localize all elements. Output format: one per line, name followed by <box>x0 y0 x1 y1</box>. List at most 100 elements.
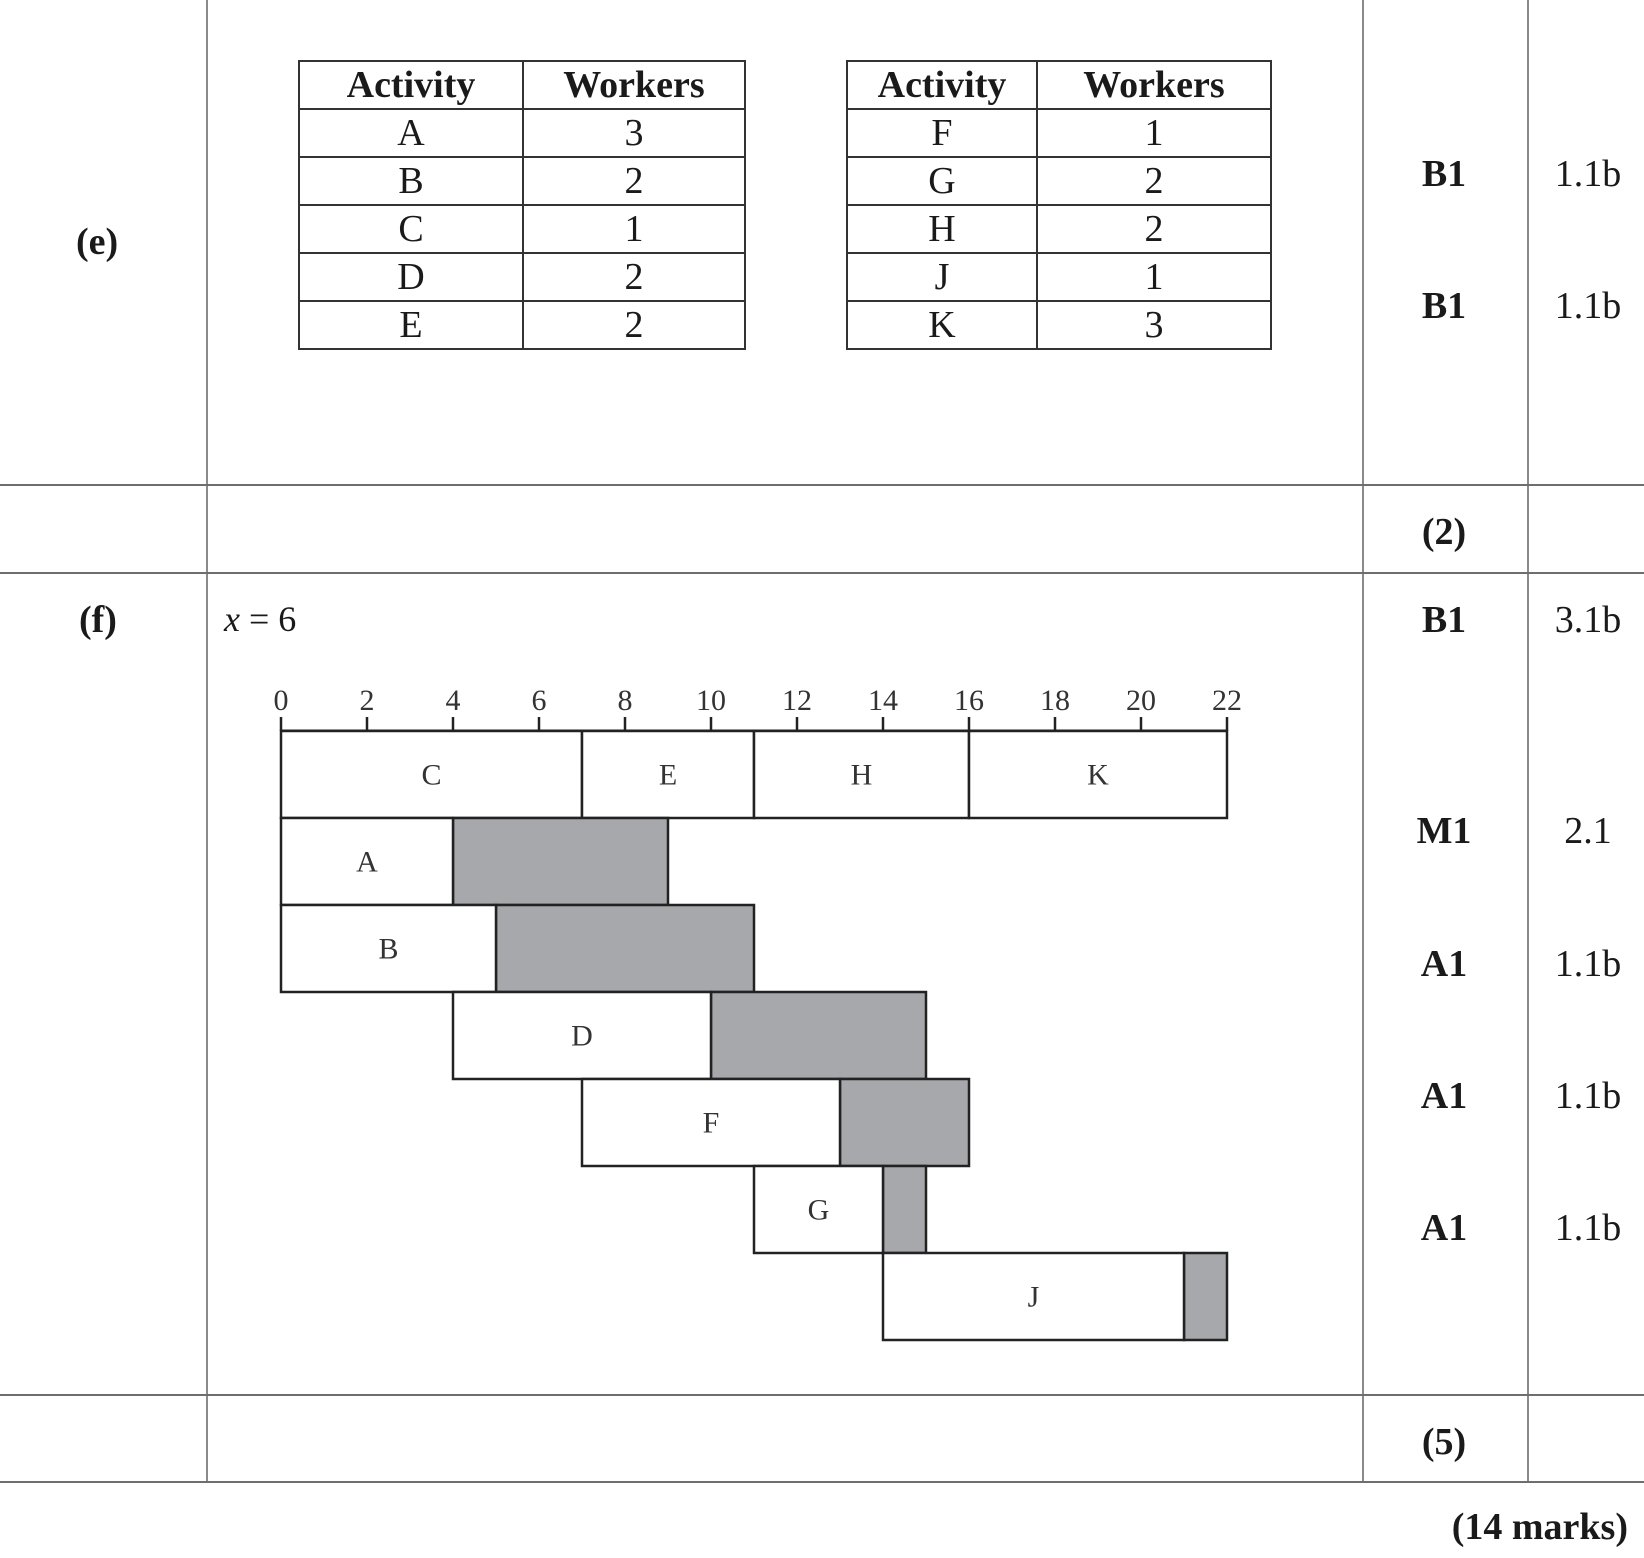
assessment-objective: 2.1 <box>1564 810 1612 852</box>
table-cell: 1 <box>1036 252 1272 302</box>
part-e-subtotal: (2) <box>1421 511 1467 553</box>
row-divider-3 <box>0 1394 1644 1396</box>
float-bar <box>709 990 928 1081</box>
activity-label: K <box>1087 759 1109 792</box>
table-header: Activity <box>298 60 524 110</box>
table-cell: B <box>298 156 524 206</box>
mark-code: M1 <box>1416 810 1472 852</box>
activity-bar <box>451 990 713 1081</box>
float-bar <box>494 903 756 994</box>
table-cell: 3 <box>522 108 746 158</box>
table-cell: H <box>846 204 1038 254</box>
activity-bar <box>279 903 498 994</box>
float-bar <box>838 1077 971 1168</box>
axis-tick-label: 0 <box>274 684 289 717</box>
table-cell: E <box>298 300 524 350</box>
table-cell: 1 <box>1036 108 1272 158</box>
mark-code: A1 <box>1420 1075 1468 1117</box>
activity-bar <box>881 1251 1186 1342</box>
activity-label: B <box>378 933 398 966</box>
total-marks: (14 marks) <box>1451 1506 1628 1548</box>
float-bar <box>881 1164 928 1255</box>
mark-code: B1 <box>1421 599 1467 641</box>
axis-tick-label: 14 <box>868 684 898 717</box>
mark-code: A1 <box>1420 1207 1468 1249</box>
activity-label: A <box>356 846 378 879</box>
row-divider-1 <box>0 484 1644 486</box>
activity-bar <box>752 1164 885 1255</box>
activity-label: D <box>571 1020 593 1053</box>
table-cell: 2 <box>1036 156 1272 206</box>
activity-label: E <box>659 759 677 792</box>
mark-code: A1 <box>1420 943 1468 985</box>
axis-tick-label: 6 <box>532 684 547 717</box>
table-cell: 2 <box>522 252 746 302</box>
activity-label: H <box>851 759 873 792</box>
table-cell: A <box>298 108 524 158</box>
row-divider-2 <box>0 572 1644 574</box>
axis-tick-label: 12 <box>782 684 812 717</box>
assessment-objective: 1.1b <box>1554 1207 1622 1249</box>
assessment-objective: 1.1b <box>1554 285 1622 327</box>
table-cell: K <box>846 300 1038 350</box>
float-bar <box>451 816 670 907</box>
part-f-subtotal: (5) <box>1421 1421 1467 1463</box>
axis-tick-label: 16 <box>954 684 984 717</box>
table-cell: F <box>846 108 1038 158</box>
activity-bar <box>279 816 455 907</box>
activity-label: G <box>808 1194 830 1227</box>
table-cell: 1 <box>522 204 746 254</box>
activity-bar <box>580 729 756 820</box>
activity-label: J <box>1028 1281 1040 1314</box>
part-e-label: (e) <box>76 221 119 263</box>
table-cell: G <box>846 156 1038 206</box>
axis-tick-label: 8 <box>618 684 633 717</box>
axis-tick-label: 18 <box>1040 684 1070 717</box>
table-cell: C <box>298 204 524 254</box>
axis-tick-label: 10 <box>696 684 726 717</box>
activity-label: C <box>421 759 441 792</box>
assessment-objective: 1.1b <box>1554 943 1622 985</box>
activity-bar <box>279 729 584 820</box>
table-header: Workers <box>1036 60 1272 110</box>
table-header: Workers <box>522 60 746 110</box>
axis-tick-label: 2 <box>360 684 375 717</box>
table-cell: 2 <box>522 300 746 350</box>
table-cell: 2 <box>522 156 746 206</box>
assessment-objective: 1.1b <box>1554 1075 1622 1117</box>
table-cell: 2 <box>1036 204 1272 254</box>
float-bar <box>1182 1251 1229 1342</box>
part-f-label: (f) <box>79 599 117 641</box>
activity-bar <box>967 729 1229 820</box>
axis-tick-label: 20 <box>1126 684 1156 717</box>
axis-tick-label: 4 <box>446 684 461 717</box>
assessment-objective: 1.1b <box>1554 153 1622 195</box>
assessment-objective: 3.1b <box>1554 599 1622 641</box>
column-divider-1 <box>206 0 208 1482</box>
table-cell: D <box>298 252 524 302</box>
answer-variable: x <box>224 599 240 639</box>
mark-code: B1 <box>1421 153 1467 195</box>
table-header: Activity <box>846 60 1038 110</box>
table-cell: 3 <box>1036 300 1272 350</box>
column-divider-2 <box>1362 0 1364 1482</box>
column-divider-3 <box>1527 0 1529 1482</box>
answer-value: = 6 <box>239 599 297 639</box>
activity-bar <box>580 1077 842 1168</box>
row-divider-4 <box>0 1481 1644 1483</box>
mark-code: B1 <box>1421 285 1467 327</box>
answer-x-equals: x = 6 <box>224 598 296 640</box>
table-cell: J <box>846 252 1038 302</box>
